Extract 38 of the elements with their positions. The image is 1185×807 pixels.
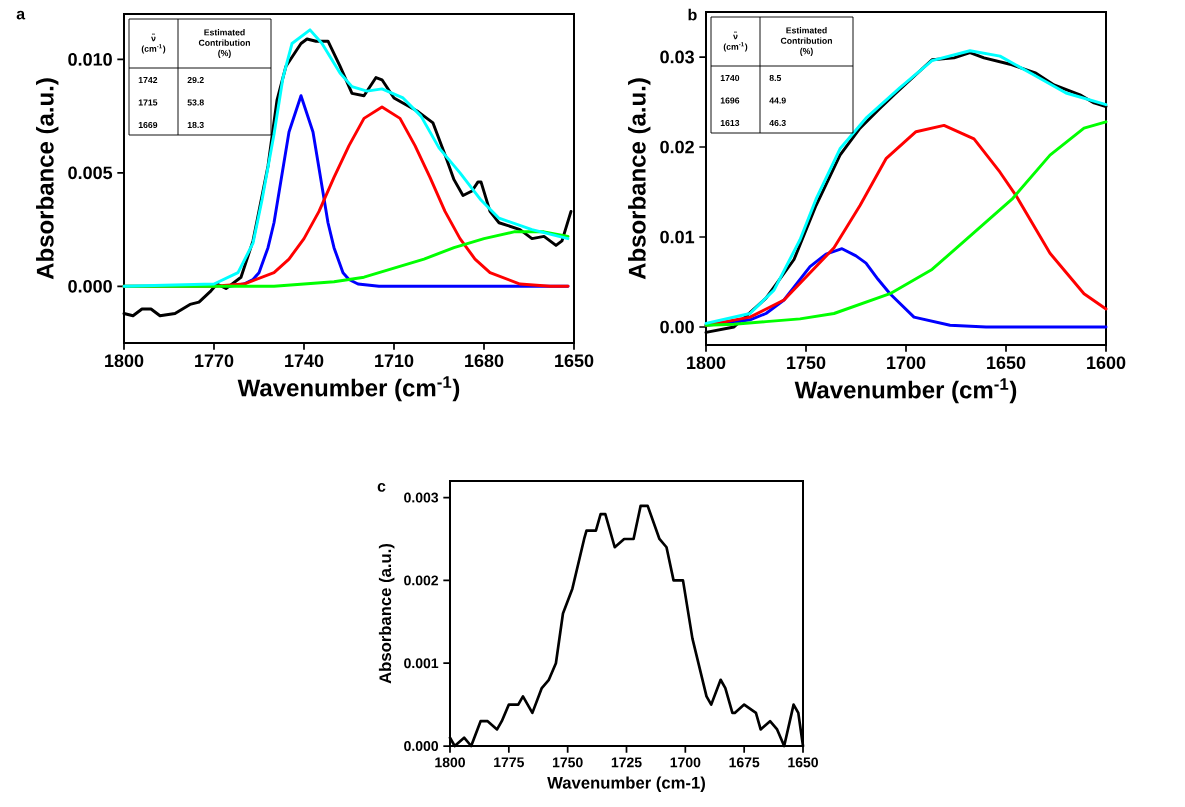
y-tick-label: 0.02 xyxy=(660,140,694,154)
x-tick-label: 1725 xyxy=(611,757,642,768)
x-tick-label: 1800 xyxy=(687,356,726,370)
y-tick-label: 0.010 xyxy=(68,53,112,66)
x-tick-label: 1750 xyxy=(552,757,583,768)
x-tick-label: 1740 xyxy=(285,354,324,368)
x-tick-label: 1650 xyxy=(555,354,594,368)
y-tick-label: 0.00 xyxy=(660,320,694,334)
x-axis-title: Wavenumber (cm$^{-1}$) xyxy=(794,378,1017,404)
y-axis-title: Absorbance (a.u.) xyxy=(378,543,395,684)
x-tick-label: 1800 xyxy=(435,757,465,768)
x-tick-label: 1750 xyxy=(787,356,826,370)
x-tick-label: 1650 xyxy=(987,356,1026,370)
y-tick-label: 0.005 xyxy=(68,166,113,180)
y-axis-title: Absorbance (a.u.) xyxy=(36,78,59,280)
y-tick-label: 0.003 xyxy=(404,492,439,503)
chart-title: b xyxy=(688,8,697,21)
x-tick-label: 1680 xyxy=(465,354,504,368)
x-tick-label: 1700 xyxy=(887,356,926,370)
chart-title: a xyxy=(16,10,26,20)
y-tick-label: 0.000 xyxy=(404,741,439,751)
x-tick-label: 1650 xyxy=(788,757,818,768)
x-axis-title: Wavenumber (cm$^{-1}$) xyxy=(237,376,460,402)
chart-title: c xyxy=(377,483,386,492)
y-tick-label: 0.01 xyxy=(660,230,695,244)
y-tick-label: 0.002 xyxy=(404,575,439,586)
x-tick-label: 1600 xyxy=(1087,356,1126,370)
x-tick-label: 1800 xyxy=(105,354,144,368)
x-tick-label: 1710 xyxy=(375,354,414,368)
y-tick-label: 0.000 xyxy=(68,279,112,293)
y-tick-label: 0.001 xyxy=(404,658,439,669)
x-tick-label: 1675 xyxy=(729,757,760,768)
y-axis-title: Absorbance (a.u.) xyxy=(628,78,651,280)
x-axis-title: Wavenumber (cm-1) xyxy=(547,776,705,792)
x-tick-label: 1700 xyxy=(670,757,701,768)
x-tick-label: 1770 xyxy=(195,354,234,368)
y-tick-label: 0.03 xyxy=(660,50,694,64)
x-tick-label: 1775 xyxy=(494,757,524,768)
